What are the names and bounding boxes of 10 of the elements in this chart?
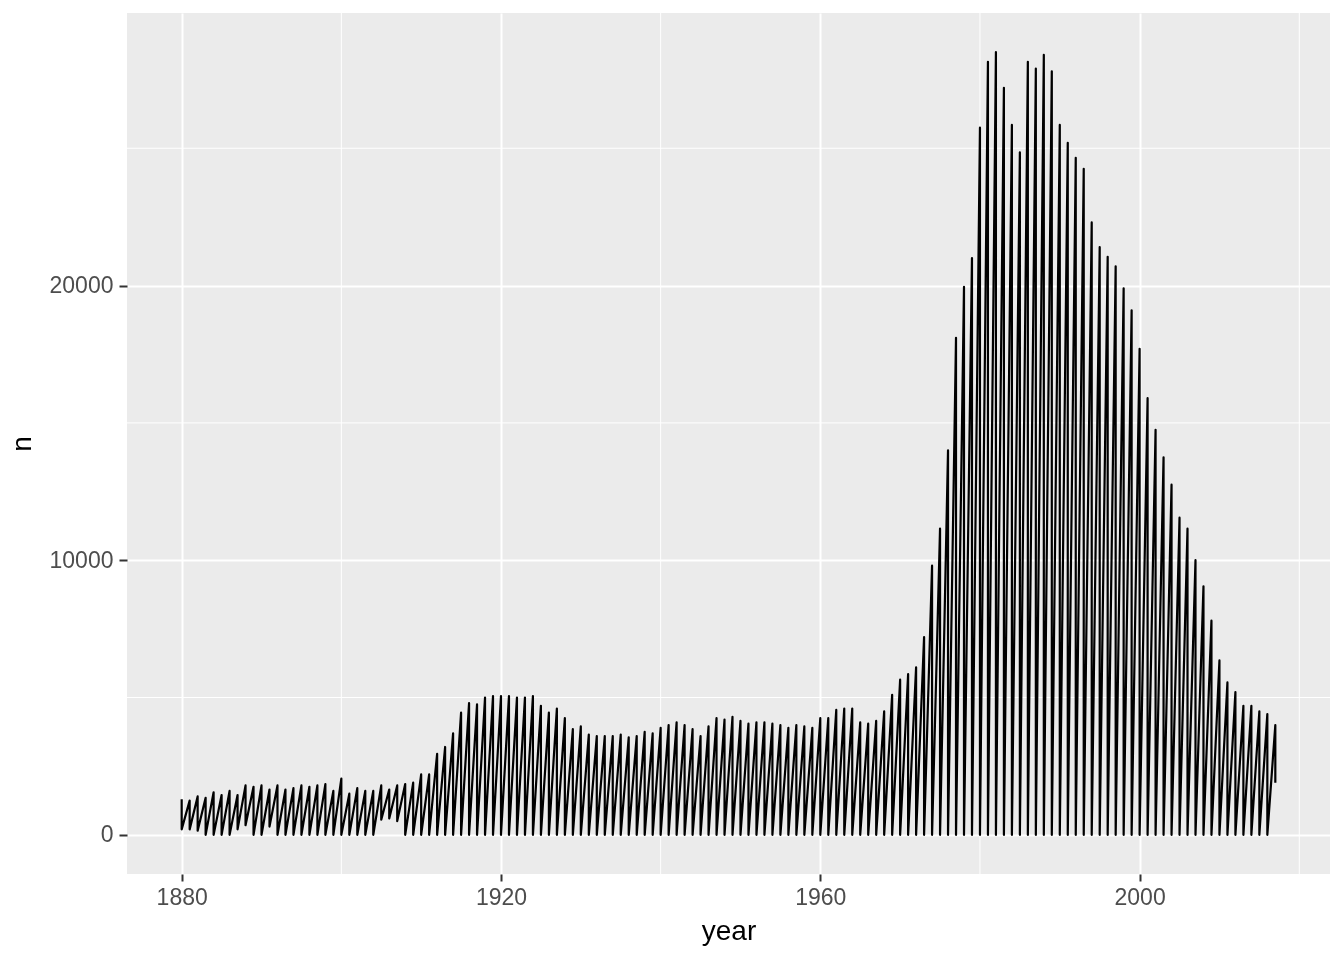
y-tick-label: 0 [100,821,114,848]
x-tick-label: 1920 [475,883,528,910]
y-tick-label: 10000 [49,546,114,573]
x-tick-label: 1880 [156,883,208,910]
x-tick-label: 2000 [1114,883,1166,910]
y-tick-label: 20000 [49,272,114,299]
y-axis-title: n [5,436,37,452]
x-tick-label: 1960 [795,883,847,910]
line-series [180,51,1277,836]
x-axis-title: year [701,914,757,946]
